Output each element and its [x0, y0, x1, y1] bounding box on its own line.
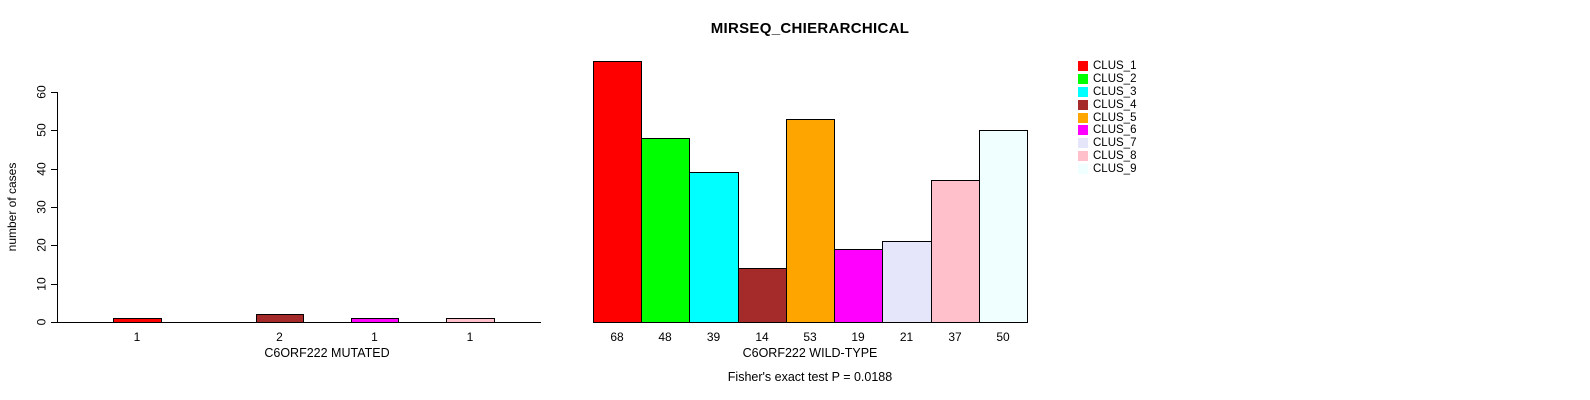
legend-label: CLUS_7 — [1093, 137, 1137, 150]
y-axis-tick-label: 40 — [34, 161, 49, 176]
legend-label: CLUS_2 — [1093, 73, 1137, 86]
legend-label: CLUS_5 — [1093, 111, 1137, 124]
y-axis-tick-label: 20 — [34, 238, 49, 253]
bar-clus_6-mutated — [351, 318, 399, 323]
chart-title: MIRSEQ_CHIERARCHICAL — [710, 20, 910, 37]
bar-clus_6-wildtype — [834, 249, 883, 323]
legend-swatch-clus_4 — [1078, 99, 1088, 110]
bar-clus_1-mutated — [113, 318, 162, 323]
y-axis-line — [57, 92, 58, 323]
legend-swatch-clus_3 — [1078, 86, 1088, 97]
legend-row: CLUS_2 — [1078, 73, 1136, 86]
y-axis-tick — [51, 322, 57, 323]
legend-row: CLUS_9 — [1078, 162, 1136, 175]
legend-row: CLUS_1 — [1078, 60, 1136, 73]
bar-value-label: 48 — [658, 330, 672, 344]
legend-swatch-clus_1 — [1078, 61, 1088, 72]
bar-clus_8-wildtype — [931, 180, 980, 323]
bar-clus_4-wildtype — [738, 268, 787, 323]
bar-clus_8-mutated — [446, 318, 495, 323]
bar-value-label: 1 — [133, 330, 141, 344]
bar-clus_5-wildtype — [786, 119, 835, 323]
bar-value-label: 19 — [851, 330, 865, 344]
legend-row: CLUS_4 — [1078, 98, 1136, 111]
legend-row: CLUS_8 — [1078, 150, 1136, 163]
legend-swatch-clus_7 — [1078, 138, 1088, 149]
y-axis-tick — [51, 168, 57, 170]
y-axis-tick-label: 60 — [34, 85, 49, 99]
bar-value-label: 21 — [899, 330, 914, 344]
y-axis-tick — [51, 92, 57, 93]
legend-row: CLUS_5 — [1078, 111, 1136, 124]
bar-clus_9-wildtype — [979, 130, 1028, 323]
legend-row: CLUS_6 — [1078, 124, 1136, 137]
bar-clus_7-wildtype — [882, 241, 932, 323]
bar-clus_3-wildtype — [689, 172, 739, 323]
bar-value-label: 50 — [996, 330, 1010, 344]
legend-swatch-clus_2 — [1078, 74, 1088, 85]
legend-swatch-clus_9 — [1078, 163, 1088, 174]
y-axis-tick — [51, 283, 57, 285]
legend: CLUS_1 CLUS_2 CLUS_3 CLUS_4 CLUS_5 CLUS_6 CLUS… — [1078, 60, 1136, 175]
legend-swatch-clus_5 — [1078, 112, 1088, 123]
bar-value-label: 39 — [706, 330, 721, 344]
bar-clus_4-mutated — [256, 314, 304, 323]
group-label-mutated: C6ORF222 MUTATED — [264, 346, 390, 360]
fisher-test-annotation: Fisher's exact test P = 0.0188 — [727, 370, 893, 384]
bar-value-label: 2 — [276, 330, 283, 344]
bar-value-label: 1 — [466, 330, 474, 344]
y-axis-label: number of cases — [5, 162, 19, 252]
legend-label: CLUS_9 — [1093, 162, 1137, 175]
bar-clus_2-wildtype — [641, 138, 690, 323]
bar-value-label: 1 — [371, 330, 378, 344]
y-axis-tick — [51, 207, 57, 208]
y-axis-tick-label: 30 — [34, 200, 49, 214]
y-axis-tick-label: 0 — [34, 318, 49, 326]
legend-swatch-clus_8 — [1078, 150, 1088, 161]
bar-clus_1-wildtype — [593, 61, 642, 323]
y-axis-tick-label: 10 — [34, 276, 49, 291]
y-axis-tick-label: 50 — [34, 123, 49, 138]
bar-value-label: 68 — [610, 330, 624, 344]
legend-row: CLUS_3 — [1078, 86, 1136, 99]
group-label-wildtype: C6ORF222 WILD-TYPE — [742, 346, 878, 360]
bar-value-label: 14 — [755, 330, 769, 344]
legend-row: CLUS_7 — [1078, 137, 1136, 150]
y-axis-tick — [51, 130, 57, 132]
legend-label: CLUS_8 — [1093, 149, 1137, 162]
y-axis-tick — [51, 245, 57, 247]
bar-value-label: 53 — [803, 330, 817, 344]
legend-label: CLUS_3 — [1093, 85, 1137, 98]
legend-label: CLUS_4 — [1093, 98, 1137, 111]
legend-label: CLUS_6 — [1093, 124, 1137, 137]
bar-value-label: 37 — [948, 330, 962, 344]
legend-label: CLUS_1 — [1093, 60, 1137, 73]
legend-swatch-clus_6 — [1078, 125, 1088, 136]
